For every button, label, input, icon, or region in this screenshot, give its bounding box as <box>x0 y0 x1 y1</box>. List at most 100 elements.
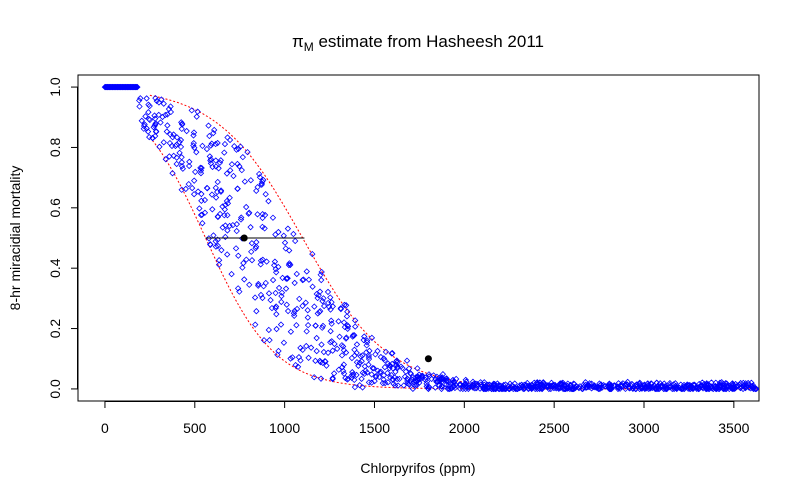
sim-point <box>293 270 300 278</box>
sim-point <box>405 365 413 372</box>
sim-point <box>252 321 259 328</box>
sim-point <box>415 371 423 378</box>
sim-point <box>359 384 366 391</box>
sim-point <box>368 379 375 386</box>
sim-point <box>197 164 204 171</box>
sim-point <box>309 283 316 290</box>
sim-point <box>734 382 742 389</box>
sim-point <box>513 385 521 393</box>
sim-point <box>173 134 181 141</box>
sim-point <box>437 376 444 383</box>
sim-point <box>194 108 201 115</box>
sim-point <box>576 383 584 390</box>
sim-point <box>314 310 321 317</box>
sim-point <box>193 113 200 120</box>
sim-point <box>712 379 719 386</box>
sim-point <box>313 334 320 342</box>
sim-point <box>272 303 280 310</box>
sim-point <box>626 384 634 392</box>
sim-point <box>361 363 369 370</box>
sim-point <box>470 380 478 388</box>
sim-point <box>532 383 539 390</box>
sim-point <box>259 178 266 185</box>
sim-point <box>413 381 421 389</box>
sim-point <box>314 294 321 302</box>
sim-point <box>464 383 471 390</box>
sim-point <box>284 225 292 232</box>
sim-point <box>320 348 328 356</box>
sim-point <box>381 357 388 364</box>
sim-point <box>257 261 264 268</box>
sim-point <box>132 83 140 91</box>
sim-point <box>667 382 674 390</box>
sim-point <box>622 385 629 393</box>
sim-point <box>320 302 328 310</box>
sim-point <box>275 347 282 355</box>
sim-point <box>699 385 707 392</box>
sim-point <box>269 214 277 221</box>
sim-point <box>566 385 574 393</box>
sim-point <box>215 261 223 268</box>
sim-point <box>312 357 319 364</box>
sim-point <box>303 328 310 335</box>
sim-point <box>290 230 297 238</box>
sim-point <box>538 385 546 393</box>
sim-point <box>359 352 366 359</box>
sim-point <box>551 381 559 389</box>
sim-point <box>716 385 723 393</box>
sim-point <box>352 323 359 330</box>
sim-point <box>502 385 510 393</box>
sim-point <box>199 220 206 227</box>
sim-point <box>281 239 289 246</box>
sim-point <box>536 379 543 386</box>
sim-point <box>327 294 334 301</box>
sim-point <box>260 283 267 290</box>
sim-point <box>327 328 334 335</box>
sim-point <box>292 361 299 369</box>
sim-point <box>255 170 263 178</box>
sim-point <box>159 113 166 121</box>
sim-point <box>666 379 674 387</box>
sim-point <box>357 353 364 360</box>
x-tick-label: 0 <box>101 420 109 436</box>
sim-point <box>318 341 325 348</box>
sim-point <box>196 205 203 212</box>
sim-point <box>143 95 150 102</box>
sim-point <box>140 122 148 130</box>
sim-point <box>414 365 421 372</box>
sim-point <box>234 285 242 292</box>
sim-point <box>643 383 650 390</box>
sim-point <box>324 349 332 356</box>
sim-point <box>299 302 306 310</box>
sim-point <box>185 180 192 188</box>
sim-point <box>591 383 598 390</box>
sim-point <box>247 177 254 184</box>
sim-point <box>370 365 378 372</box>
sim-point <box>523 382 530 389</box>
sim-point <box>228 161 236 168</box>
sim-point <box>282 285 290 292</box>
sim-point <box>359 369 367 376</box>
x-tick-label: 500 <box>183 420 207 436</box>
sim-point <box>363 339 371 346</box>
sim-point <box>269 276 277 284</box>
sim-point <box>277 321 285 328</box>
sim-point <box>163 128 171 135</box>
sim-point <box>340 347 348 354</box>
sim-point <box>205 235 213 242</box>
sim-point <box>368 334 376 341</box>
sim-point <box>351 346 358 353</box>
sim-point <box>205 122 212 129</box>
sim-point <box>658 383 665 391</box>
sim-point <box>325 303 333 311</box>
sim-point <box>412 374 419 381</box>
sim-point <box>636 380 643 388</box>
sim-point <box>703 385 710 393</box>
sim-point <box>157 119 164 126</box>
sim-point <box>214 213 222 221</box>
sim-point <box>274 351 281 358</box>
sim-point <box>480 384 488 391</box>
sim-point <box>340 361 348 368</box>
sim-point <box>272 265 279 273</box>
